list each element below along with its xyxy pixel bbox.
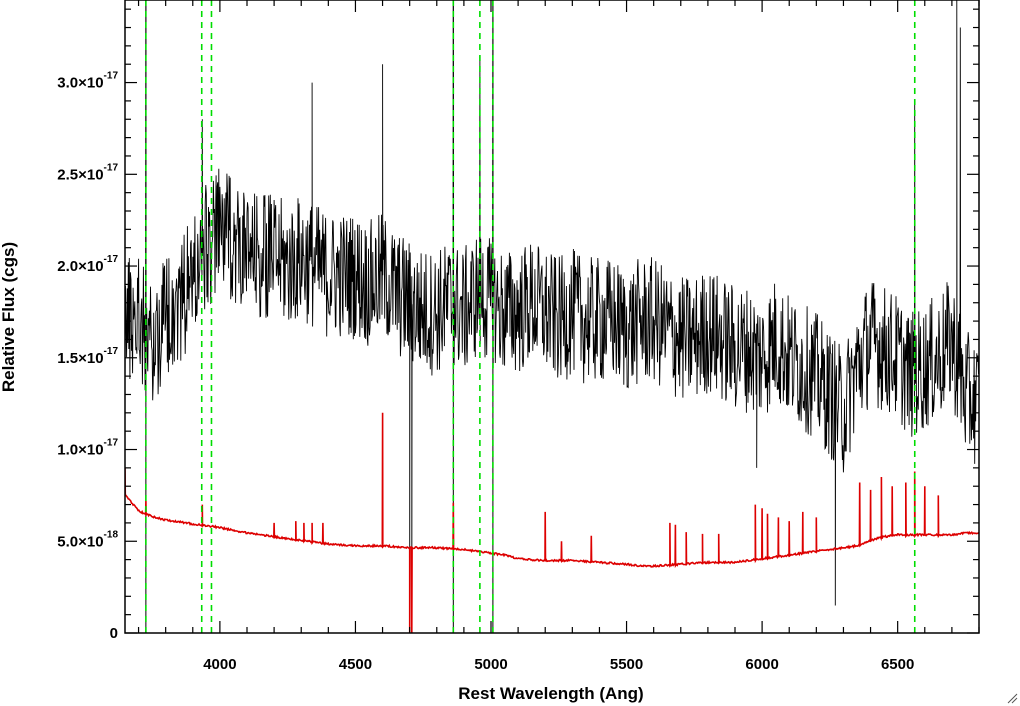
x-tick-label: 4500 xyxy=(339,656,372,673)
y-tick-label: 3.0×10-17 xyxy=(57,71,118,92)
x-tick-label: 5000 xyxy=(474,656,507,673)
y-tick-labels: 0 5.0×10-18 1.0×10-17 1.5×10-17 2.0×10-17 2.5… xyxy=(57,71,118,642)
x-tick-labels: 4000 4500 5000 5500 6000 6500 xyxy=(203,656,914,673)
x-tick-label: 5500 xyxy=(610,656,643,673)
y-tick-label: 1.5×10-17 xyxy=(57,346,118,367)
plot-area xyxy=(125,0,979,633)
y-tick-label: 1.0×10-17 xyxy=(57,438,118,459)
x-axis-title: Rest Wavelength (Ang) xyxy=(458,684,643,703)
y-tick-label: 2.5×10-17 xyxy=(57,162,118,183)
y-tick-label: 5.0×10-18 xyxy=(57,529,118,550)
y-tick-label: 2.0×10-17 xyxy=(57,254,118,275)
axes xyxy=(124,0,980,634)
x-tick-label: 6500 xyxy=(881,656,914,673)
observed-spectrum-line xyxy=(125,0,979,633)
x-tick-label: 6000 xyxy=(745,656,778,673)
plot-frame xyxy=(124,0,980,634)
y-tick-label: 0 xyxy=(110,625,118,642)
y-axis-title: Relative Flux (cgs) xyxy=(0,242,18,392)
resize-grip-icon[interactable] xyxy=(1006,692,1018,704)
x-tick-label: 4000 xyxy=(203,656,236,673)
model-spectrum-line xyxy=(125,412,979,633)
